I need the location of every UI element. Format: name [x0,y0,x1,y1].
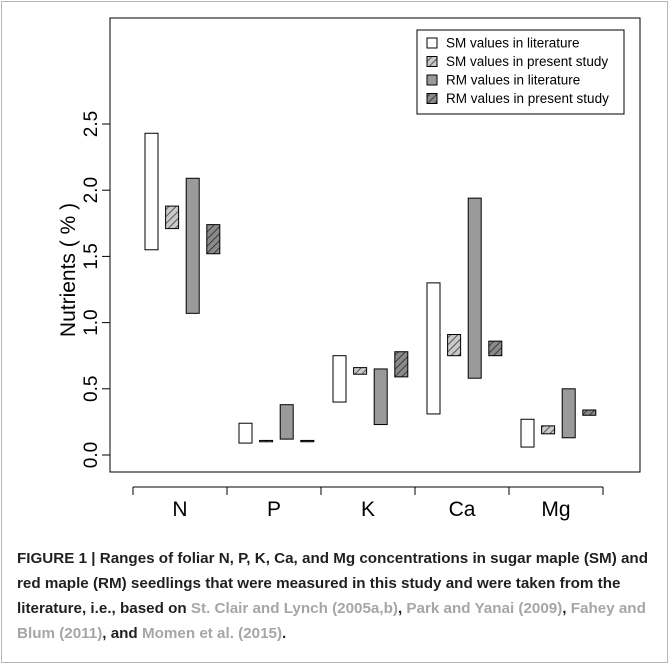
caption-lead: FIGURE 1 | Ranges of foliar N, P, K, Ca,… [17,550,648,617]
range-bar-mg-series-2 [541,425,556,435]
figure-caption: FIGURE 1 | Ranges of foliar N, P, K, Ca,… [17,546,657,646]
legend-swatch-3 [426,74,438,86]
legend-swatch-1 [426,37,438,49]
range-bar-p-series-1 [238,422,253,444]
range-bar-k-series-1 [332,355,347,403]
range-bar-k-series-2 [353,367,368,375]
range-bar-ca-series-1 [426,282,441,415]
legend-swatch-4 [426,93,438,104]
caption-tail: . [282,625,287,642]
y-axis-label: Nutrients ( % ) [57,203,80,337]
legend-swatch-2 [426,56,438,67]
legend-label-1: SM values in literature [446,36,580,51]
range-bars [144,132,597,448]
caption-ref-st-clair-lynch[interactable]: St. Clair and Lynch (2005a,b) [190,600,398,617]
x-tick-label-ca: Ca [449,498,476,521]
range-bar-k-series-4 [394,351,409,378]
x-tick-label-mg: Mg [541,498,570,521]
range-bar-n-series-1 [144,132,159,251]
y-axis: 0.0 0.5 1.0 1.5 2.0 2.5 [81,111,111,468]
y-tick-label: 0.0 [81,442,102,468]
x-tick-label-p: P [267,498,281,521]
range-bar-n-series-2 [165,205,180,230]
range-bar-p-series-2 [259,439,274,443]
range-bar-k-series-3 [373,368,388,426]
y-tick-label: 1.0 [81,309,102,335]
range-bar-ca-series-4 [488,340,503,357]
y-tick-label: 1.5 [81,243,102,269]
y-tick-label: 2.5 [81,111,102,137]
legend-box [416,29,625,115]
range-bar-chart: 0.0 0.5 1.0 1.5 2.0 2.5 N P K Ca Mg Nutrients ( %… [57,17,641,521]
x-tick-label-n: N [172,498,187,521]
caption-ref-park-yanai[interactable]: Park and Yanai (2009) [406,600,563,617]
range-bar-ca-series-2 [447,334,462,357]
caption-sep: , [562,600,571,617]
range-bar-p-series-4 [300,439,315,443]
legend-label-4: RM values in present study [446,91,609,106]
caption-ref-fahey-blum[interactable]: Fahey and Blum (2011) [17,600,646,642]
range-bar-p-series-3 [279,404,294,440]
x-tick-label-k: K [361,498,375,521]
range-bar-mg-series-3 [561,388,576,439]
caption-sep: , and [102,625,142,642]
x-axis: N P K Ca Mg [132,486,604,521]
legend-label-3: RM values in literature [446,73,580,88]
range-bar-n-series-3 [185,177,200,314]
legend: SM values in literature SM values in pres… [416,29,625,115]
caption-ref-momen[interactable]: Momen et al. (2015) [141,625,283,642]
y-tick-label: 2.0 [81,177,102,203]
range-bar-mg-series-1 [520,418,535,448]
y-tick-label: 0.5 [81,376,102,402]
legend-label-2: SM values in present study [446,54,608,69]
range-bar-ca-series-3 [467,197,482,379]
caption-sep: , [397,600,407,617]
range-bar-n-series-4 [206,224,221,255]
range-bar-mg-series-4 [582,409,597,416]
